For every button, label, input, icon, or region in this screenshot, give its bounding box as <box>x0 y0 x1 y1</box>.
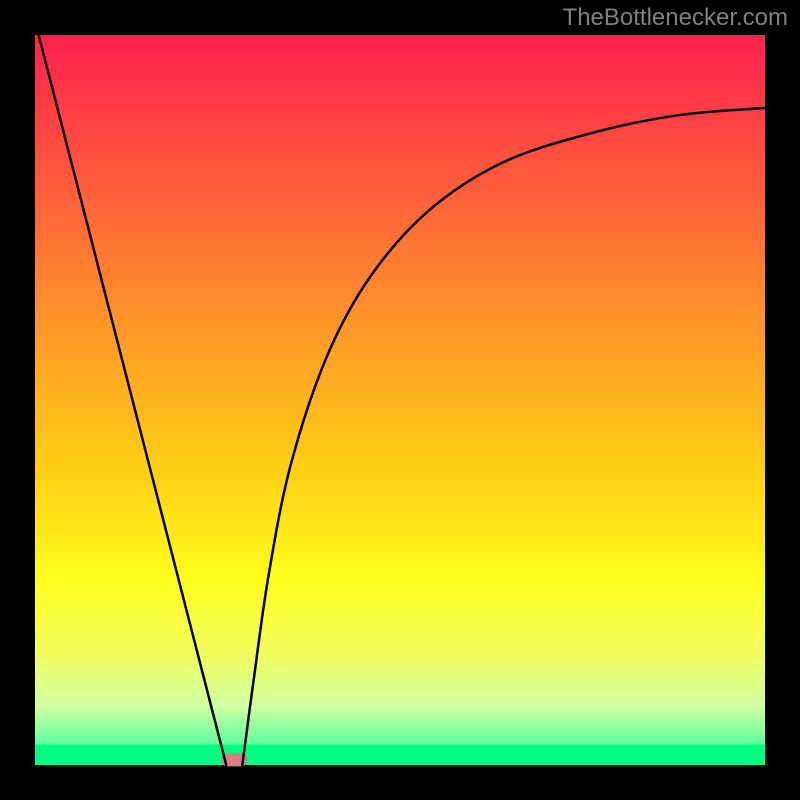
attribution-text: TheBottlenecker.com <box>563 4 788 32</box>
chart-container: TheBottlenecker.com <box>0 0 800 800</box>
bottleneck-chart <box>0 0 800 800</box>
green-band <box>35 745 765 765</box>
plot-background <box>35 35 765 765</box>
